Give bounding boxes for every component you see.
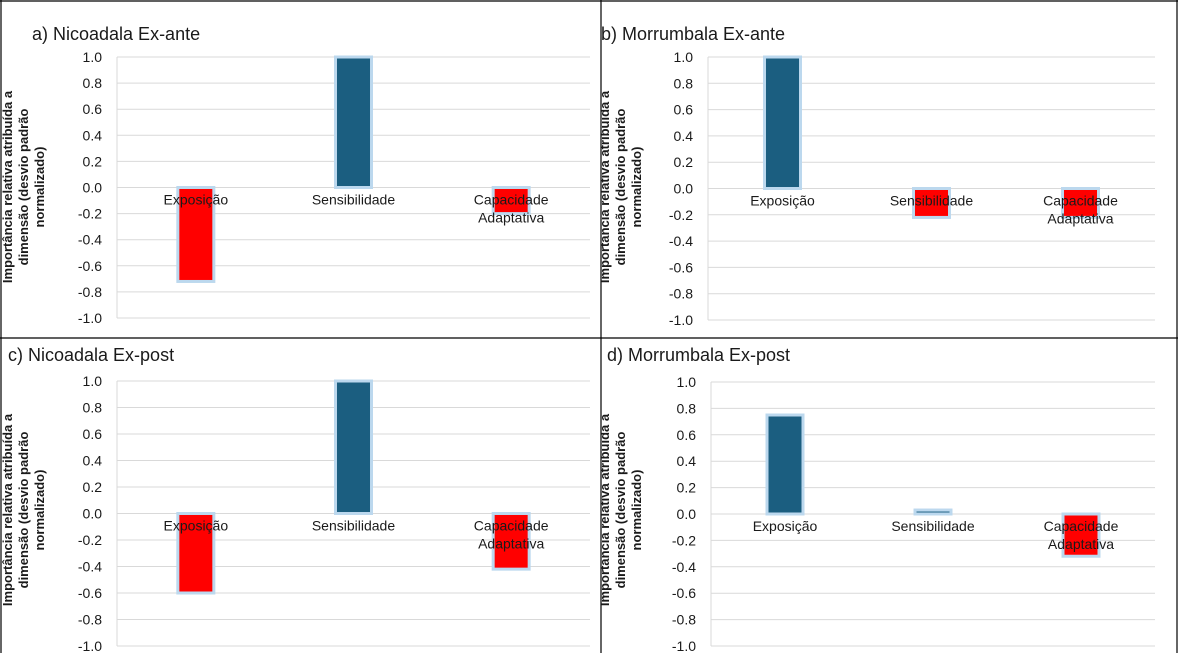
x-category-label: Capacidade Adaptativa [474,192,549,226]
y-tick-label: 0.4 [83,453,103,469]
chart-title: b) Morrumbala Ex-ante [601,24,785,44]
y-tick-label: -0.4 [78,559,102,575]
x-category-label: Sensibilidade [312,192,395,208]
y-axis-title: Importância relativa atribuída adimensão… [0,413,47,606]
bar-1 [763,55,802,190]
y-tick-label: -0.8 [78,284,102,300]
x-category-label: Exposição [164,192,229,208]
bar-3 [1061,512,1101,558]
chart-panel-d: d) Morrumbala Ex-post 1.0 0.8 0.6 0.4 0.2 0.0… [597,345,1155,654]
y-tick-label: 1.0 [677,374,697,390]
y-tick-label: 0.2 [83,153,103,169]
panel-c: c) Nicoadala Ex-post 1.0 0.8 0.6 0.4 0.2 0.0 -… [0,338,600,654]
chart-title: a) Nicoadala Ex-ante [32,24,200,44]
y-tick-label: -0.2 [672,532,696,548]
y-tick-label: -0.4 [669,233,693,249]
x-category-label: Sensibilidade [312,518,395,534]
y-tick-label: 1.0 [83,49,103,65]
chart-title: d) Morrumbala Ex-post [607,345,790,365]
panel-d: d) Morrumbala Ex-post 1.0 0.8 0.6 0.4 0.2 0.0… [597,338,1178,654]
y-tick-label: -1.0 [672,638,696,653]
y-axis-title: Importância relativa atribuída adimensão… [0,90,47,283]
y-tick-label: 0.0 [677,506,697,522]
y-tick-label: -0.8 [669,286,693,302]
panel-a: a) Nicoadala Ex-ante 1.0 0.8 0.6 0.4 0.2 0.0 -… [0,0,600,338]
panel-b: b) Morrumbala Ex-ante 1.0 0.8 0.6 0.4 0.2 0.0… [597,0,1178,338]
y-tick-label: 1.0 [674,49,694,65]
y-tick-label: -1.0 [78,638,102,653]
y-tick-label: -0.6 [672,585,696,601]
y-tick-label: -1.0 [669,312,693,328]
chart-panel-a: a) Nicoadala Ex-ante 1.0 0.8 0.6 0.4 0.2 0.0 -… [0,24,590,326]
y-tick-label: -0.6 [78,585,102,601]
x-category-label: Exposição [164,518,229,534]
bar-1 [176,512,216,595]
y-tick-label: 0.8 [677,400,697,416]
y-tick-label: -1.0 [78,310,102,326]
x-category-label: Sensibilidade [890,193,973,209]
y-axis-title: Importância relativa atribuída adimensão… [601,90,644,283]
y-tick-label: -0.4 [672,559,696,575]
y-tick-label: -0.2 [78,206,102,222]
y-tick-label: 0.6 [674,102,694,118]
y-tick-label: -0.6 [669,259,693,275]
y-tick-label: -0.8 [78,612,102,628]
x-category-label: Capacidade Adaptativa [1044,518,1119,552]
y-tick-label: -0.2 [669,207,693,223]
y-tick-label: -0.8 [672,612,696,628]
bar-2 [912,187,951,219]
y-tick-label: 0.8 [83,400,103,416]
y-tick-label: 0.0 [674,181,694,197]
y-tick-label: 0.0 [83,180,103,196]
y-tick-label: 0.8 [674,75,694,91]
y-tick-label: 0.6 [677,427,697,443]
x-category-label: Exposição [750,193,815,209]
bar-3 [1061,187,1100,219]
bar-2 [334,55,373,189]
y-tick-label: 0.6 [83,101,103,117]
y-tick-label: 0.2 [674,154,694,170]
bar-1 [176,186,216,283]
y-tick-label: -0.2 [78,532,102,548]
chart-panel-c: c) Nicoadala Ex-post 1.0 0.8 0.6 0.4 0.2 0.0 -… [0,345,590,654]
y-tick-label: 1.0 [83,373,103,389]
x-category-label: Capacidade Adaptativa [1043,193,1118,227]
y-tick-label: 0.2 [677,480,697,496]
chart-title: c) Nicoadala Ex-post [8,345,174,365]
bar-1 [765,413,805,516]
x-category-label: Exposição [753,518,818,534]
x-category-label: Capacidade Adaptativa [474,518,549,552]
y-tick-label: 0.8 [83,75,103,91]
bar-3 [491,186,531,216]
y-tick-label: 0.4 [674,128,694,144]
bar-3 [491,512,531,571]
y-tick-label: 0.6 [83,426,103,442]
y-tick-label: 0.4 [677,453,697,469]
chart-panel-b: b) Morrumbala Ex-ante 1.0 0.8 0.6 0.4 0.2 0.0… [597,24,1155,328]
y-tick-label: 0.0 [83,506,103,522]
bar-2 [334,379,373,515]
y-tick-label: -0.4 [78,232,102,248]
x-category-label: Sensibilidade [891,518,974,534]
bar-2 [913,508,953,516]
y-tick-label: 0.4 [83,127,103,143]
y-tick-label: -0.6 [78,258,102,274]
y-axis-title: Importância relativa atribuída adimensão… [601,413,644,606]
y-tick-label: 0.2 [83,479,103,495]
